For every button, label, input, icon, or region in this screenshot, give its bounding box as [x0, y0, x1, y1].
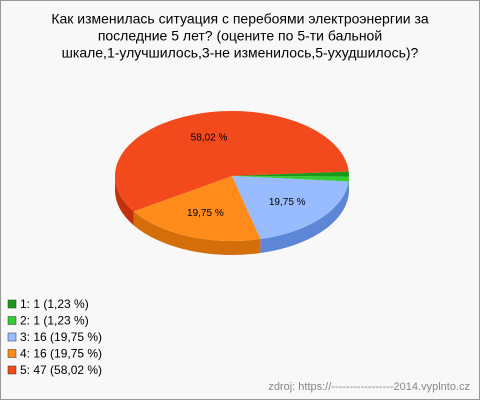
legend-label: 2: 1 (1,23 %)	[20, 314, 89, 328]
slice-side	[260, 181, 349, 254]
slice	[232, 171, 349, 177]
data-label: 58,02 %	[191, 132, 228, 143]
legend-swatch	[7, 365, 17, 375]
data-label: 19,75 %	[269, 197, 306, 208]
slice	[133, 176, 261, 241]
slice	[232, 176, 349, 182]
source: zdroj: https://-----------------2014.vyp…	[268, 381, 470, 393]
slice	[232, 176, 349, 240]
legend-swatch	[7, 316, 17, 325]
title-line: шкале,1-улучшилось,3-не изменилось,5-уху…	[62, 45, 419, 61]
legend-label: 5: 47 (58,02 %)	[20, 363, 102, 377]
legend-label: 1: 1 (1,23 %)	[20, 297, 89, 311]
slice-side	[115, 176, 134, 226]
slice-side	[133, 211, 261, 256]
legend-label: 4: 16 (19,75 %)	[20, 347, 102, 361]
title-line: последние 5 лет? (оцените по 5-ти бально…	[98, 28, 382, 44]
legend-swatch	[7, 299, 17, 309]
data-label: 19,75 %	[187, 208, 224, 219]
legend-swatch	[7, 349, 17, 358]
chart-title: Как изменилась ситуация с перебоями элек…	[51, 11, 429, 61]
legend-swatch	[7, 332, 17, 342]
slice	[115, 111, 349, 212]
title-line: Как изменилась ситуация с перебоями элек…	[51, 11, 429, 27]
legend-label: 3: 16 (19,75 %)	[20, 330, 102, 344]
